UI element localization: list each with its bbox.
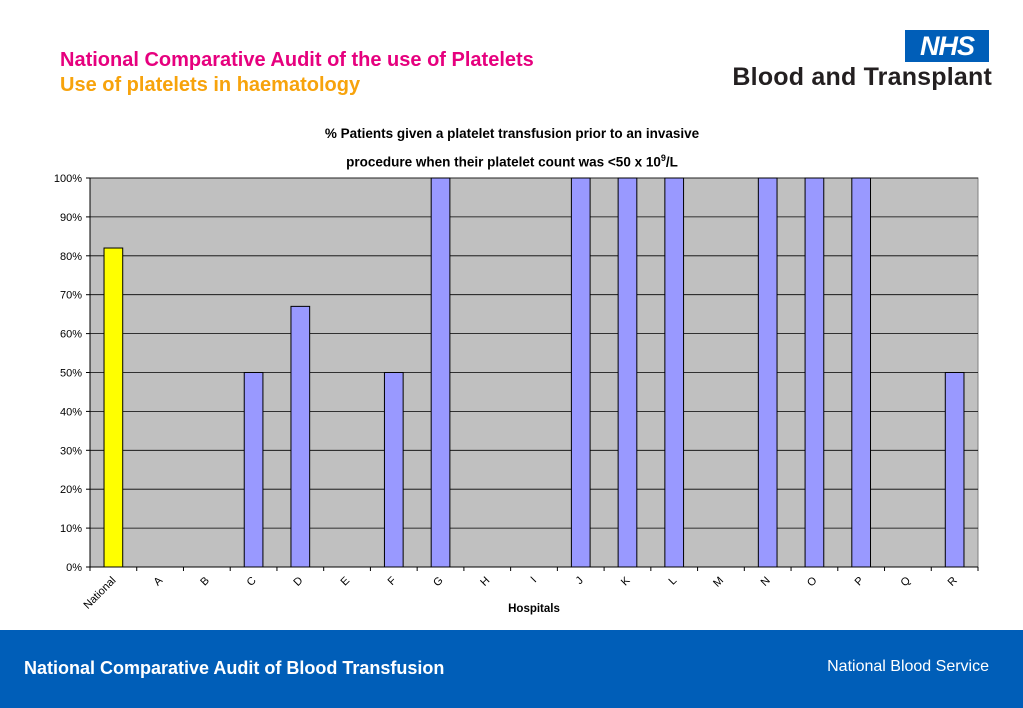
bar bbox=[290, 305, 311, 568]
x-tick-label: M bbox=[711, 575, 726, 590]
x-tick-label: R bbox=[946, 575, 960, 589]
x-tick-label: L bbox=[667, 575, 680, 588]
x-tick-label: B bbox=[198, 575, 212, 589]
x-tick-label: O bbox=[805, 574, 820, 589]
x-tick-label: F bbox=[386, 574, 399, 587]
bar bbox=[243, 372, 264, 568]
footer-title: National Comparative Audit of Blood Tran… bbox=[24, 658, 445, 678]
chart-title-line2: procedure when their platelet count was … bbox=[212, 146, 812, 175]
y-tick-label: 0% bbox=[66, 562, 82, 574]
x-tick-label: H bbox=[478, 575, 492, 589]
bar bbox=[103, 247, 124, 568]
org-name: Blood and Transplant bbox=[732, 63, 992, 91]
nhs-blood-transplant-logo: NHS Blood and Transplant bbox=[700, 30, 992, 94]
y-tick-label: 40% bbox=[60, 406, 82, 418]
slide-subtitle: Use of platelets in haematology bbox=[60, 74, 361, 96]
chart-title-superscript: 9 bbox=[660, 153, 666, 163]
x-tick-label: N bbox=[759, 575, 773, 589]
slide-title: National Comparative Audit of the use of… bbox=[60, 48, 534, 98]
y-tick-label: 90% bbox=[60, 212, 82, 224]
y-tick-label: 10% bbox=[60, 523, 82, 535]
bar bbox=[944, 372, 965, 568]
x-tick-label: D bbox=[291, 575, 305, 589]
chart-title-line2-unit: /L bbox=[665, 154, 678, 170]
footer-bar: National Comparative Audit of Blood Tran… bbox=[0, 630, 1023, 708]
y-tick-label: 60% bbox=[60, 329, 82, 341]
y-tick-label: 80% bbox=[60, 251, 82, 263]
bar bbox=[430, 177, 451, 568]
x-tick-label: K bbox=[619, 574, 633, 588]
chart-title: % Patients given a platelet transfusion … bbox=[212, 122, 812, 175]
bar-chart: 0% 10% 20% 30% 40% 50% 60% 70% 80% 90% 100% Nationa… bbox=[54, 173, 979, 615]
x-tick-label: National bbox=[81, 575, 118, 612]
x-tick-label: E bbox=[338, 575, 352, 589]
x-tick-label: J bbox=[573, 575, 585, 587]
bar bbox=[383, 372, 404, 568]
bar bbox=[617, 177, 638, 568]
y-tick-label: 70% bbox=[60, 290, 82, 302]
x-axis-label: Hospitals bbox=[508, 603, 560, 615]
y-tick-label: 50% bbox=[60, 368, 82, 380]
footer-org: National Blood Service bbox=[827, 658, 989, 675]
bar bbox=[664, 177, 685, 568]
x-tick-label: A bbox=[152, 574, 166, 588]
y-tick-label: 30% bbox=[60, 445, 82, 457]
nhs-badge: NHS bbox=[905, 30, 989, 62]
slide-title-line1: National Comparative Audit of the use of… bbox=[60, 49, 534, 71]
x-tick-label: P bbox=[853, 575, 867, 589]
bar bbox=[804, 177, 825, 568]
y-tick-label: 20% bbox=[60, 484, 82, 496]
y-tick-label: 100% bbox=[54, 173, 82, 185]
bar bbox=[570, 177, 591, 568]
x-tick-label: Q bbox=[898, 574, 913, 589]
bar bbox=[851, 177, 872, 568]
chart-title-line1: % Patients given a platelet transfusion … bbox=[324, 126, 700, 141]
bar bbox=[757, 177, 778, 568]
chart-title-line2-text: procedure when their platelet count was … bbox=[346, 154, 661, 170]
x-tick-label: C bbox=[245, 575, 259, 589]
x-tick-label: G bbox=[431, 575, 446, 590]
x-tick-label: I bbox=[528, 575, 539, 586]
